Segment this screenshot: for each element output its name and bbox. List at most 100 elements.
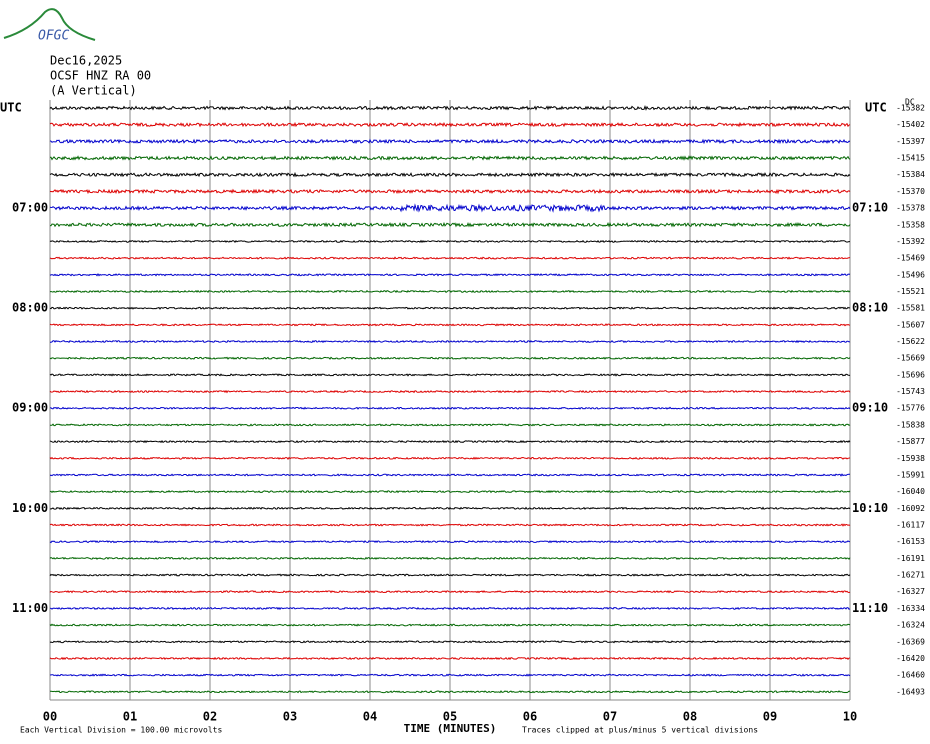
trace (49, 690, 850, 694)
row-label-right: 08:10 (852, 301, 888, 315)
trace (50, 155, 851, 161)
trace (49, 221, 851, 228)
x-tick-label: 00 (43, 710, 57, 724)
trace (49, 239, 850, 244)
station: OCSF HNZ RA 00 (50, 69, 151, 83)
trace (49, 606, 851, 611)
offset-label: -15358 (896, 220, 925, 229)
offset-label: -15397 (896, 137, 925, 146)
offset-label: -15877 (896, 437, 925, 446)
dc-label: DC (905, 98, 915, 107)
trace (49, 540, 850, 544)
trace (49, 256, 851, 260)
trace (49, 640, 851, 644)
row-label-right: UTC (865, 101, 887, 115)
offset-label: -16334 (896, 604, 925, 613)
offset-label: -15743 (896, 387, 925, 396)
offset-label: -16369 (896, 637, 925, 646)
offset-label: -16191 (896, 554, 925, 563)
trace (49, 104, 851, 111)
trace (49, 203, 851, 213)
trace (49, 121, 851, 128)
offset-label: -15415 (896, 154, 925, 163)
scale-note: Each Vertical Division = 100.00 microvol… (20, 726, 222, 735)
trace (49, 389, 851, 394)
trace (49, 556, 851, 561)
trace (49, 273, 851, 277)
offset-label: -15469 (896, 254, 925, 263)
offset-label: -16271 (896, 571, 925, 580)
offset-label: -15622 (896, 337, 925, 346)
trace (49, 456, 851, 460)
trace (50, 339, 851, 344)
trace (49, 356, 851, 360)
x-label: TIME (MINUTES) (404, 722, 497, 735)
trace (49, 439, 851, 444)
row-label-right: 09:10 (852, 401, 888, 415)
x-tick-label: 02 (203, 710, 217, 724)
offset-label: -15378 (896, 204, 925, 213)
offset-label: -15991 (896, 470, 925, 479)
offset-label: -15392 (896, 237, 925, 246)
row-label-right: 11:10 (852, 601, 888, 615)
offset-label: -15696 (896, 370, 925, 379)
offset-label: -16324 (896, 621, 925, 630)
offset-label: -15838 (896, 420, 925, 429)
offset-label: -16493 (896, 687, 925, 696)
row-label-left: UTC (0, 101, 22, 115)
offset-label: -15607 (896, 320, 925, 329)
offset-label: -16040 (896, 487, 925, 496)
offset-label: -16092 (896, 504, 925, 513)
trace (49, 506, 851, 510)
row-label-left: 10:00 (12, 501, 48, 515)
x-tick-label: 05 (443, 710, 457, 724)
trace (49, 138, 851, 145)
offset-label: -15496 (896, 270, 925, 279)
offset-label: -15938 (896, 454, 925, 463)
row-label-left: 11:00 (12, 601, 48, 615)
offset-label: -16153 (896, 537, 925, 546)
logo: OFGC (38, 29, 69, 44)
trace (49, 373, 851, 377)
trace (49, 423, 851, 427)
x-tick-label: 08 (683, 710, 697, 724)
x-tick-label: 03 (283, 710, 297, 724)
x-tick-label: 09 (763, 710, 777, 724)
offset-label: -16117 (896, 521, 925, 530)
component: (A Vertical) (50, 84, 137, 98)
offset-label: -15776 (896, 404, 925, 413)
x-tick-label: 06 (523, 710, 537, 724)
offset-label: -15669 (896, 354, 925, 363)
row-label-left: 07:00 (12, 201, 48, 215)
trace (49, 489, 851, 494)
row-label-left: 08:00 (12, 301, 48, 315)
trace (49, 623, 851, 627)
trace (49, 590, 851, 594)
trace (49, 289, 851, 294)
offset-label: -15384 (896, 170, 925, 179)
trace (50, 406, 851, 410)
trace (49, 306, 851, 310)
offset-label: -16327 (896, 587, 925, 596)
title: Dec16,2025 (50, 54, 122, 68)
offset-label: -15402 (896, 120, 925, 129)
offset-label: -15370 (896, 187, 925, 196)
trace (49, 656, 851, 661)
row-label-right: 07:10 (852, 201, 888, 215)
offset-label: -15521 (896, 287, 925, 296)
x-tick-label: 01 (123, 710, 137, 724)
trace (49, 323, 851, 327)
trace (49, 473, 850, 477)
x-tick-label: 07 (603, 710, 617, 724)
offset-label: -15581 (896, 304, 925, 313)
clip-note: Traces clipped at plus/minus 5 vertical … (522, 726, 758, 735)
trace (49, 523, 851, 527)
row-label-left: 09:00 (12, 401, 48, 415)
logo-mark (3, 8, 96, 41)
trace (49, 171, 851, 178)
x-tick-label: 04 (363, 710, 377, 724)
offset-label: -16420 (896, 654, 925, 663)
trace (49, 188, 851, 195)
x-tick-label: 10 (843, 710, 857, 724)
